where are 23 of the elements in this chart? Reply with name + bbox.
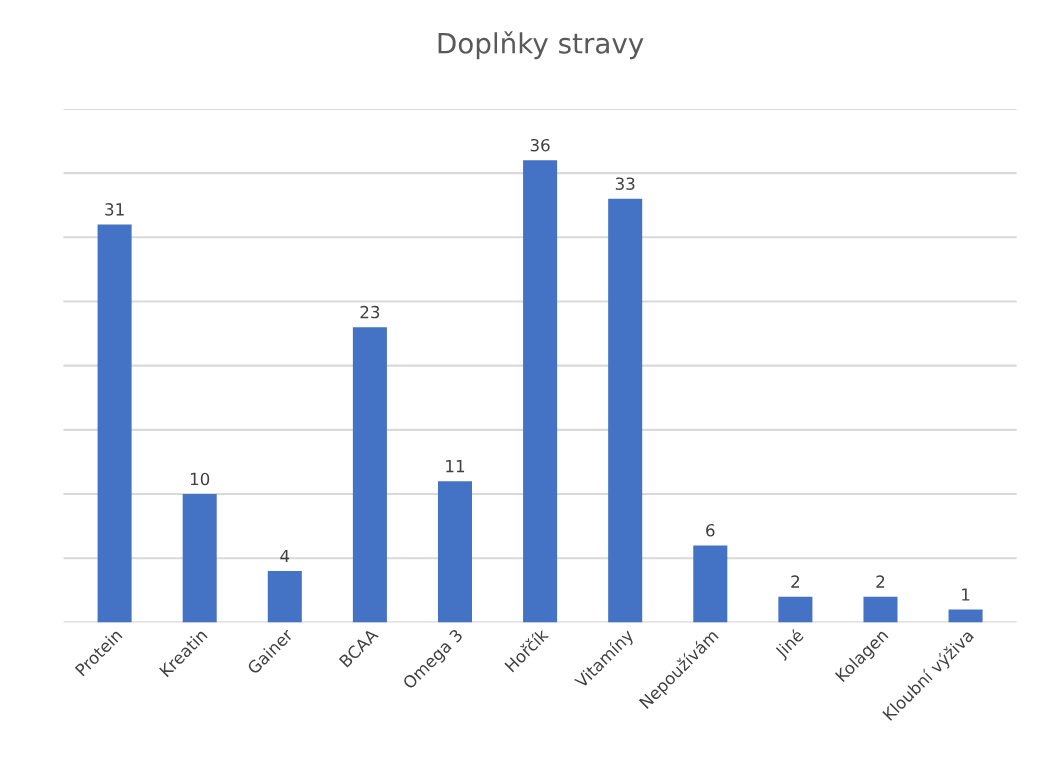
data-label: 23 [360,305,380,319]
data-label: 6 [706,523,715,537]
data-label: 4 [280,549,290,563]
bar [948,609,983,623]
bar [693,545,728,623]
bar [778,596,813,623]
bar [97,224,132,623]
bar [437,481,473,623]
bar [352,327,387,623]
bar [863,596,898,623]
data-label: 2 [791,575,800,588]
data-label: 10 [190,472,210,486]
chart-title: Doplňky stravy [438,31,644,60]
bar [523,160,558,623]
data-label: 1 [962,588,970,601]
bar [267,571,302,623]
bar [182,494,217,623]
data-label: 31 [105,203,124,216]
data-label: 33 [615,177,635,190]
data-label: 36 [530,138,550,152]
bar [608,198,643,623]
data-label: 2 [876,575,885,588]
data-label: 11 [446,460,465,473]
